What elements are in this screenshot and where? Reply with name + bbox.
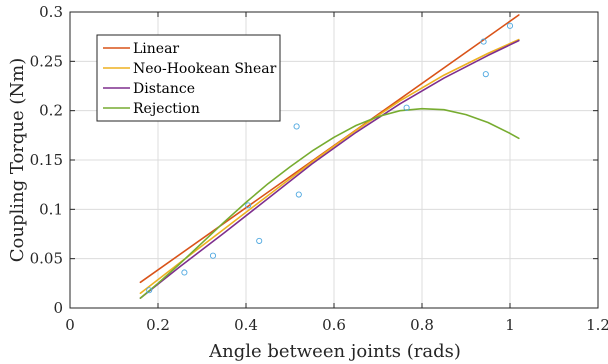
- y-axis-label: Coupling Torque (Nm): [7, 58, 28, 262]
- data-point: [403, 104, 410, 111]
- legend-label: Distance: [133, 81, 195, 97]
- series-line-neo-hookean-shear: [139, 38, 520, 295]
- x-tick-label: 1.2: [586, 316, 608, 334]
- data-point: [480, 38, 487, 45]
- x-tick-label: 0.6: [322, 316, 346, 334]
- x-tick-label: 0.4: [234, 316, 258, 334]
- data-point: [293, 123, 300, 130]
- series-line-rejection: [139, 107, 520, 299]
- x-tick-label: 1: [505, 316, 515, 334]
- y-tick-label: 0.05: [30, 250, 63, 268]
- x-tick-label: 0.2: [146, 316, 170, 334]
- y-tick-label: 0.2: [39, 102, 63, 120]
- data-point: [245, 202, 252, 209]
- axis-ticks: [69, 11, 599, 309]
- data-point: [209, 252, 217, 259]
- y-tick-label: 0.3: [39, 3, 63, 21]
- series-layer: [139, 14, 520, 299]
- series-line-distance: [139, 39, 520, 299]
- x-tick-labels: 0 0.2 0.4 0.6 0.8 1 1.2: [65, 316, 608, 334]
- y-tick-labels: 0 0.05 0.1 0.15 0.2 0.25 0.3: [30, 3, 63, 317]
- x-tick-label: 0: [65, 316, 75, 334]
- x-tick-label: 0.8: [410, 316, 434, 334]
- x-axis-label: Angle between joints (rads): [208, 341, 461, 362]
- data-point: [256, 237, 263, 244]
- data-point: [181, 269, 188, 276]
- y-tick-label: 0.1: [39, 200, 63, 218]
- y-tick-label: 0.25: [30, 52, 63, 70]
- y-tick-label: 0: [53, 299, 63, 317]
- data-point: [506, 22, 514, 29]
- scatter-layer: [146, 22, 514, 294]
- legend-box: [96, 34, 281, 122]
- data-point: [482, 71, 489, 78]
- data-point: [295, 191, 302, 198]
- y-tick-label: 0.15: [30, 151, 63, 169]
- legend: Linear Neo-Hookean Shear Distance Rejection: [96, 34, 281, 122]
- legend-label: Neo-Hookean Shear: [133, 61, 277, 77]
- legend-label: Rejection: [133, 101, 200, 117]
- legend-label: Linear: [133, 41, 179, 57]
- data-point: [146, 287, 153, 294]
